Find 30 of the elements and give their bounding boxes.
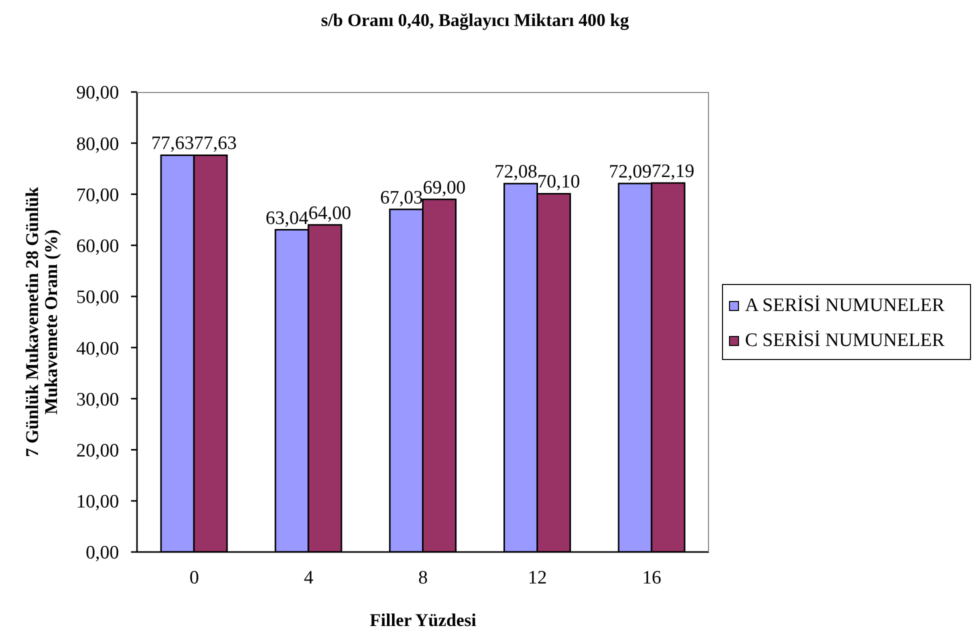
data-label: 70,10 — [537, 172, 580, 193]
chart-title: s/b Oranı 0,40, Bağlayıcı Miktarı 400 kg — [320, 10, 630, 31]
x-tick-label: 16 — [642, 567, 662, 588]
x-tick-label: 4 — [304, 567, 314, 588]
y-tick-label: 20,00 — [76, 440, 119, 462]
y-tick-label: 10,00 — [76, 492, 119, 513]
y-axis-title: 7 Günlük Mukavemetin 28 Günlük Mukavemete Oranı (%) — [22, 186, 62, 460]
x-tick-label: 8 — [418, 567, 428, 588]
data-label: 63,04 — [266, 208, 309, 229]
y-tick-label: 50,00 — [76, 287, 119, 308]
data-label: 69,00 — [422, 177, 466, 198]
y-tick-label: 90,00 — [76, 82, 119, 104]
y-tick-label: 40,00 — [76, 338, 119, 360]
y-tick-label: 70,00 — [76, 184, 119, 206]
y-tick-label: 0,00 — [86, 542, 119, 564]
legend-label: A SERİSİ NUMUNELER — [745, 294, 945, 316]
data-label: 72,09 — [608, 162, 652, 183]
x-tick-label: 0 — [189, 567, 199, 588]
y-tick-label: 30,00 — [76, 389, 119, 410]
data-label: 67,03 — [380, 187, 423, 208]
data-label: 64,00 — [308, 202, 352, 224]
data-label: 72,08 — [494, 162, 538, 183]
data-label: 77,63 — [151, 133, 194, 154]
x-tick-label: 12 — [528, 567, 547, 588]
legend-label: C SERİSİ NUMUNELER — [745, 330, 945, 352]
data-label: 77,63 — [194, 133, 237, 154]
x-axis-title: Filler Yüzdesi — [370, 610, 476, 630]
data-label: 72,19 — [652, 161, 694, 182]
y-tick-label: 60,00 — [76, 236, 119, 258]
y-tick-label: 80,00 — [76, 134, 119, 155]
